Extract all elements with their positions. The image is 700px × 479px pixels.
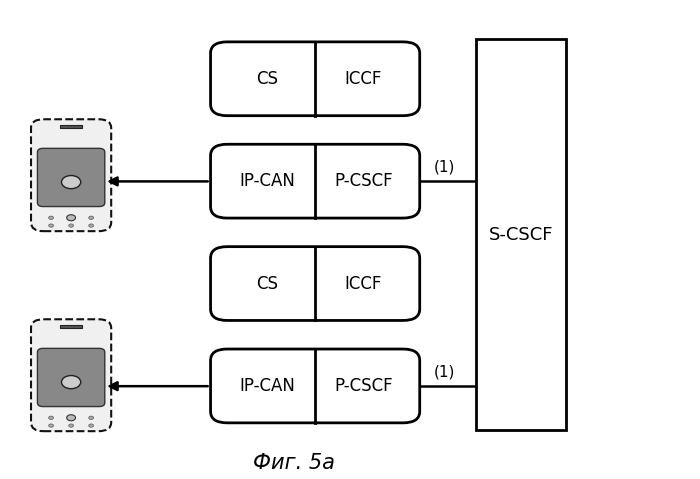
Text: (1): (1) xyxy=(433,365,455,379)
FancyBboxPatch shape xyxy=(37,348,105,407)
Circle shape xyxy=(69,216,74,219)
Text: S-CSCF: S-CSCF xyxy=(489,226,553,244)
Circle shape xyxy=(69,416,74,420)
Text: IP-CAN: IP-CAN xyxy=(239,172,295,190)
Bar xyxy=(475,39,566,430)
Text: (1): (1) xyxy=(433,160,455,175)
Circle shape xyxy=(89,224,94,227)
Circle shape xyxy=(66,415,76,421)
Circle shape xyxy=(66,215,76,221)
Circle shape xyxy=(69,424,74,427)
Circle shape xyxy=(89,416,94,420)
Text: CS: CS xyxy=(256,70,278,88)
FancyBboxPatch shape xyxy=(37,148,105,206)
Circle shape xyxy=(49,424,53,427)
Bar xyxy=(60,325,83,328)
Text: Фиг. 5а: Фиг. 5а xyxy=(253,453,335,473)
FancyBboxPatch shape xyxy=(31,119,111,231)
Circle shape xyxy=(69,224,74,227)
Text: ICCF: ICCF xyxy=(344,274,382,293)
Circle shape xyxy=(89,424,94,427)
Circle shape xyxy=(49,416,53,420)
Text: P-CSCF: P-CSCF xyxy=(334,172,393,190)
FancyBboxPatch shape xyxy=(211,144,420,218)
Text: IP-CAN: IP-CAN xyxy=(239,377,295,395)
FancyBboxPatch shape xyxy=(31,319,111,431)
FancyBboxPatch shape xyxy=(211,349,420,423)
FancyBboxPatch shape xyxy=(211,42,420,116)
Circle shape xyxy=(49,216,53,219)
Circle shape xyxy=(62,376,80,388)
FancyBboxPatch shape xyxy=(211,247,420,320)
Text: P-CSCF: P-CSCF xyxy=(334,377,393,395)
Text: ICCF: ICCF xyxy=(344,70,382,88)
Circle shape xyxy=(89,216,94,219)
Circle shape xyxy=(62,175,80,189)
Bar xyxy=(60,125,83,128)
Circle shape xyxy=(49,224,53,227)
Text: CS: CS xyxy=(256,274,278,293)
